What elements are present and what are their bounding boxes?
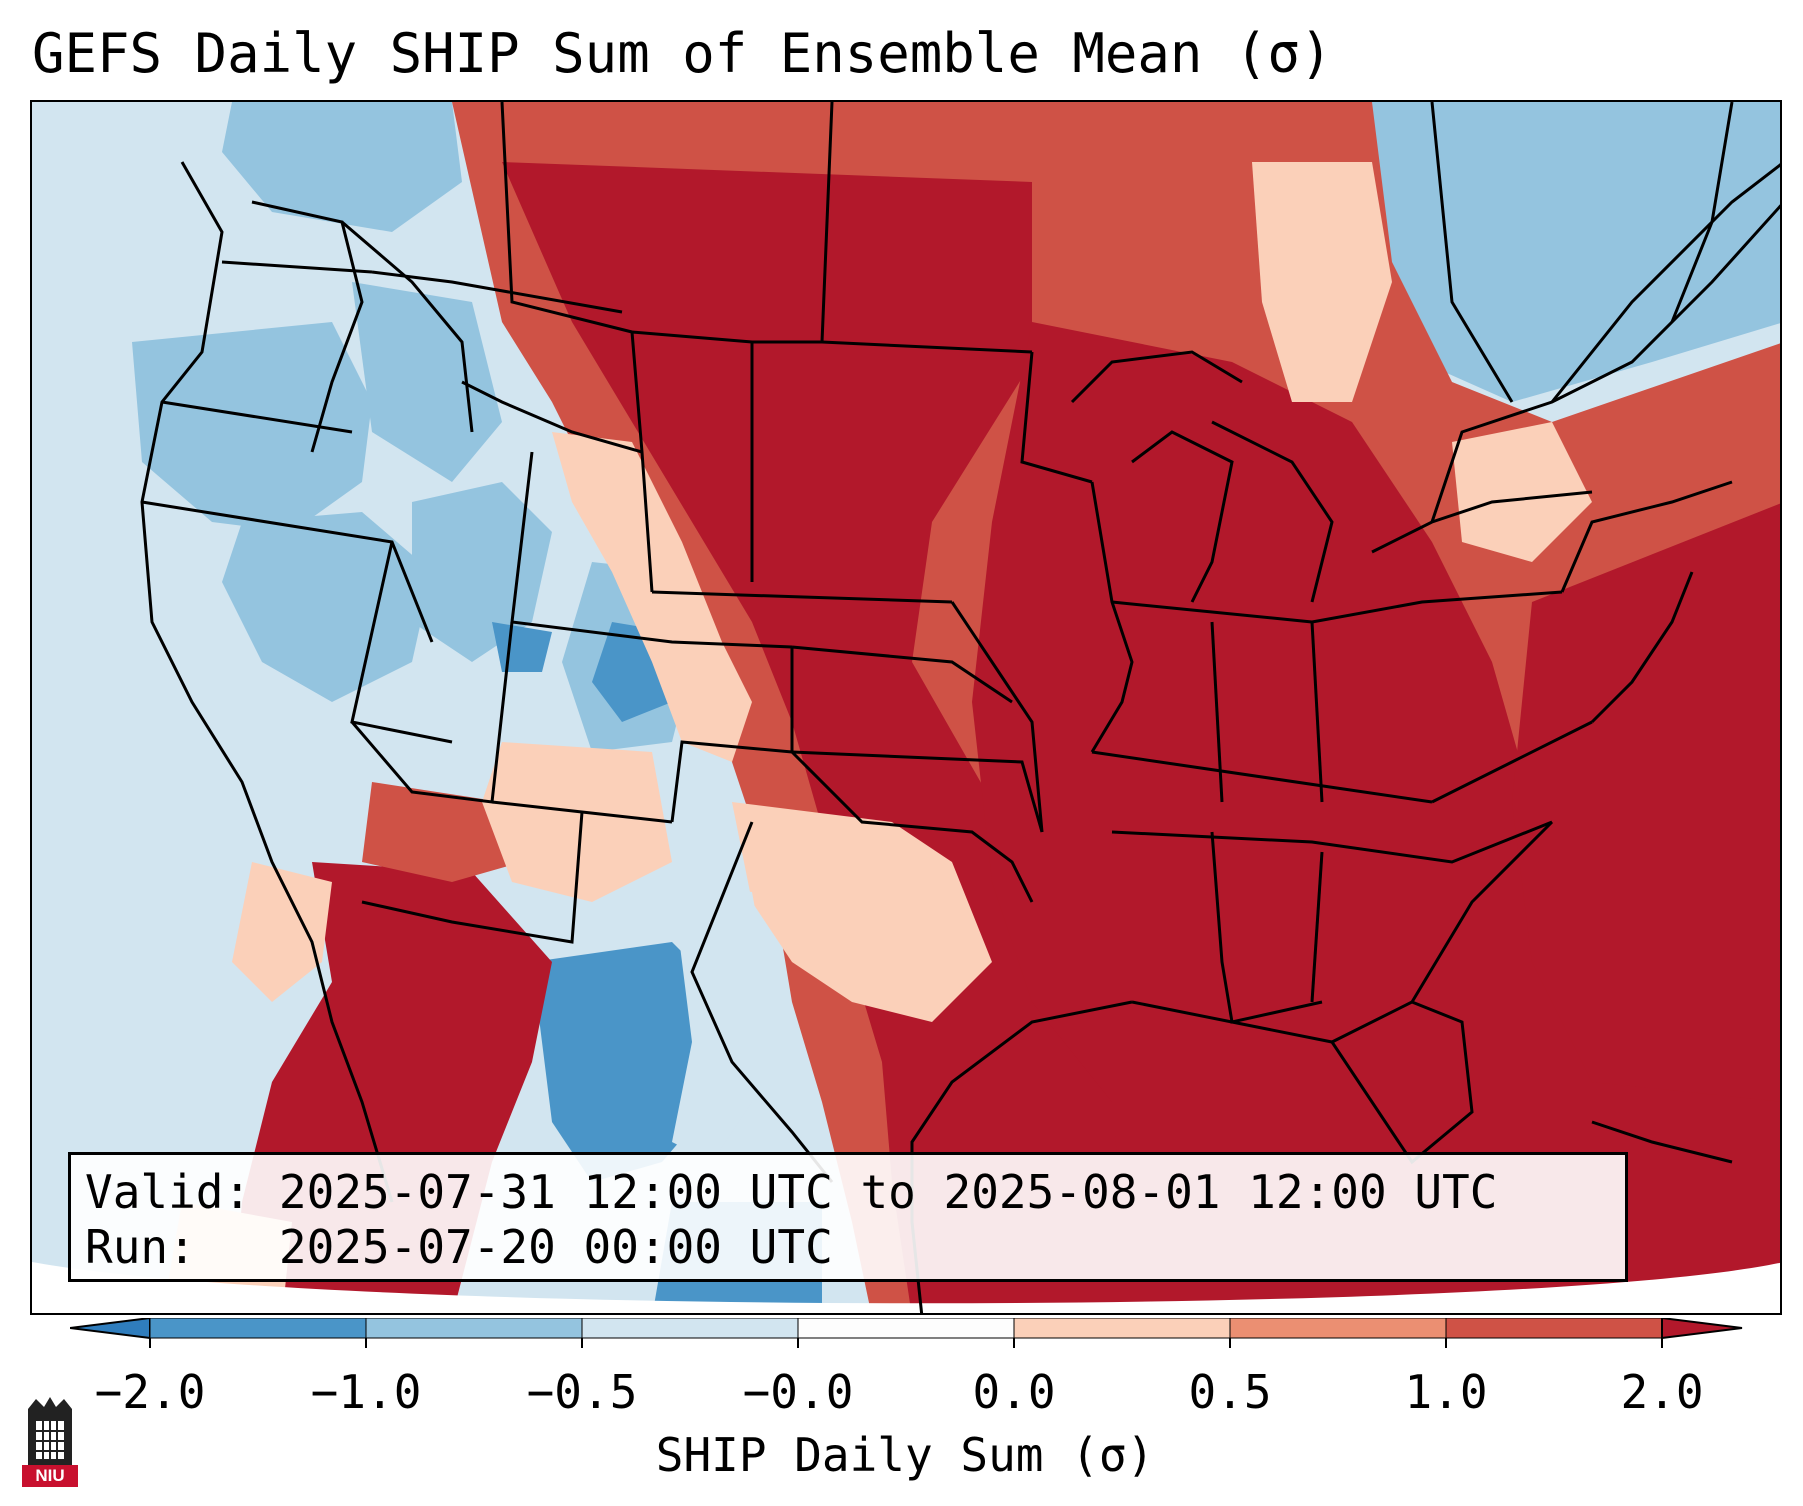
colorbar-tick-label: 1.0 <box>1404 1365 1488 1419</box>
colorbar-segment-5 <box>1013 1318 1231 1339</box>
colorbar <box>70 1318 1743 1348</box>
map-panel: Valid: 2025-07-31 12:00 UTC to 2025-08-0… <box>30 100 1782 1315</box>
colorbar-tick-label: −0.0 <box>742 1365 854 1419</box>
projection-edge <box>32 1262 1780 1313</box>
niu-logo-icon <box>22 1397 78 1487</box>
colorbar-extend-low <box>70 1318 151 1340</box>
colorbar-segment-6 <box>1229 1318 1447 1339</box>
positive-anomaly-regions <box>232 102 1780 1313</box>
map-title: GEFS Daily SHIP Sum of Ensemble Mean (σ) <box>32 22 1333 85</box>
colorbar-tick-label: −0.5 <box>526 1365 638 1419</box>
run-value: 2025-07-20 00:00 UTC <box>278 1220 833 1274</box>
colorbar-tick-label: 0.0 <box>972 1365 1056 1419</box>
boundary-lines <box>140 102 1780 1313</box>
anomaly-map <box>32 102 1780 1313</box>
colorbar-ticks <box>149 1338 1663 1348</box>
colorbar-segment-2 <box>365 1318 583 1339</box>
niu-logo-text: NIU <box>35 1466 65 1485</box>
colorbar-tick-label: −1.0 <box>310 1365 422 1419</box>
colorbar-segment-3 <box>581 1318 799 1339</box>
colorbar-tick-label: 2.0 <box>1620 1365 1704 1419</box>
colorbar-extend-high <box>1661 1318 1743 1340</box>
valid-label: Valid: <box>85 1165 252 1219</box>
colorbar-segment-7 <box>1445 1318 1663 1339</box>
colorbar-segment-1 <box>149 1318 367 1339</box>
valid-value: 2025-07-31 12:00 UTC to 2025-08-01 12:00… <box>278 1165 1498 1219</box>
valid-run-info-box: Valid: 2025-07-31 12:00 UTC to 2025-08-0… <box>68 1152 1628 1282</box>
negative-anomaly-regions <box>132 102 1780 1313</box>
colorbar-tick-label: 0.5 <box>1188 1365 1272 1419</box>
colorbar-label: SHIP Daily Sum (σ) <box>655 1428 1155 1482</box>
run-label: Run: <box>85 1220 196 1274</box>
colorbar-segment-4 <box>797 1318 1015 1339</box>
colorbar-tick-label: −2.0 <box>94 1365 206 1419</box>
